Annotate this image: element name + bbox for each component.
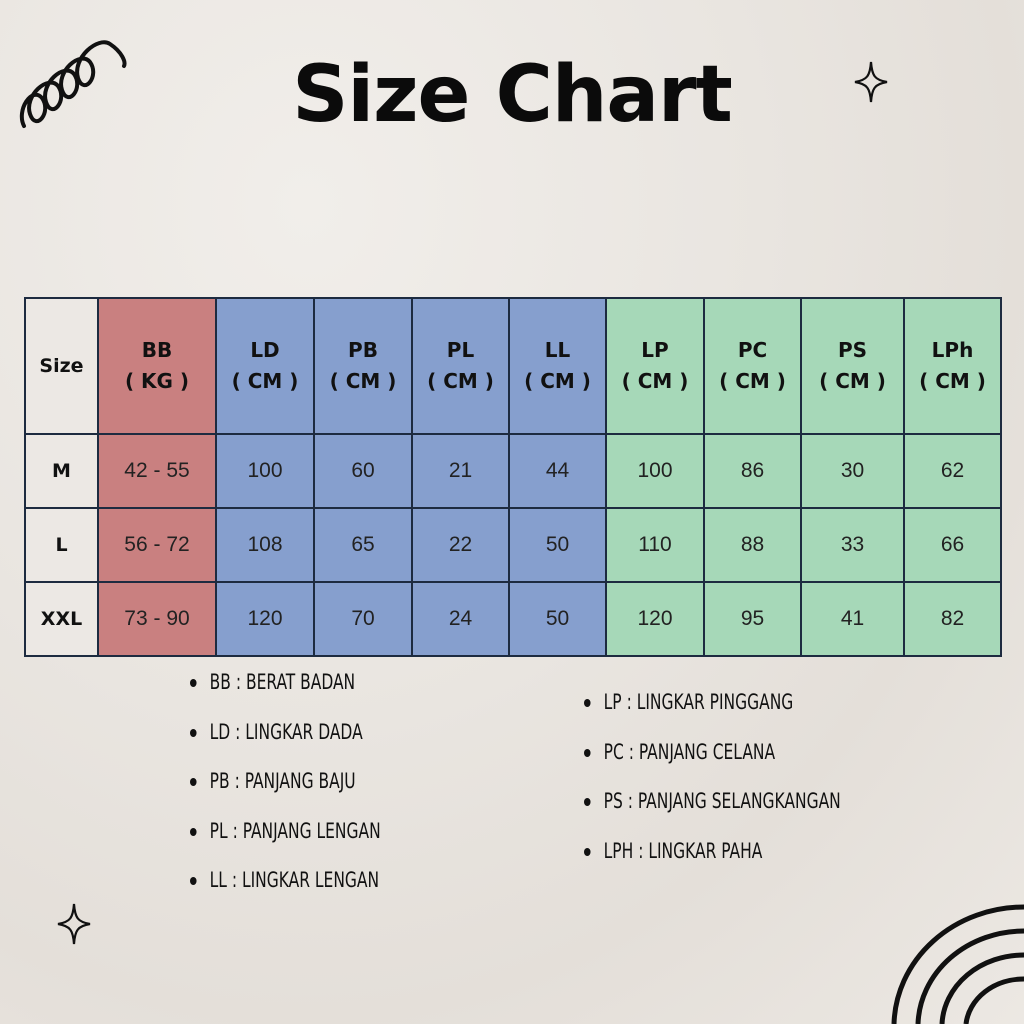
column-unit: ( KG )	[124, 369, 190, 393]
column-unit: ( CM )	[819, 369, 886, 393]
column-header: LPh ( CM )	[903, 297, 1002, 435]
table-cell: 33	[800, 507, 905, 583]
column-header: Size	[24, 297, 99, 435]
table-cell: 100	[605, 433, 705, 509]
column-header: PB ( CM )	[313, 297, 413, 435]
header-row: Size BB ( KG ) LD ( CM ) PB ( CM ) PL ( CM ) LL ( …	[24, 297, 1002, 435]
legend-item: LPH : LINGKAR PAHA	[584, 839, 841, 889]
legend-item: PL : PANJANG LENGAN	[190, 819, 381, 869]
table-row: M 42 - 55 100 60 21 44 100 86 30 62	[24, 433, 1002, 509]
column-unit: ( CM )	[427, 369, 494, 393]
table-cell: 62	[903, 433, 1002, 509]
legend-item: LP : LINGKAR PINGGANG	[584, 690, 841, 740]
table-cell: 50	[508, 507, 607, 583]
squiggle-icon	[20, 40, 127, 128]
table-cell: 42 - 55	[97, 433, 217, 509]
column-unit: ( CM )	[231, 369, 299, 393]
rainbow-arcs-icon	[891, 904, 1024, 1024]
table-cell: 66	[903, 507, 1002, 583]
column-header: LP ( CM )	[605, 297, 705, 435]
column-header: PL ( CM )	[411, 297, 510, 435]
column-label: LPh	[931, 338, 974, 362]
column-label: PS	[837, 338, 868, 362]
size-chart-table: Size BB ( KG ) LD ( CM ) PB ( CM ) PL ( CM ) LL ( …	[24, 297, 1002, 657]
table-cell: 108	[215, 507, 315, 583]
legend-item: PC : PANJANG CELANA	[584, 740, 841, 790]
table-cell: 86	[703, 433, 802, 509]
column-header: LL ( CM )	[508, 297, 607, 435]
table-cell: 120	[215, 581, 315, 657]
size-label: M	[24, 433, 99, 509]
table-cell: 82	[903, 581, 1002, 657]
column-label: PL	[446, 338, 475, 362]
column-label: LL	[544, 338, 571, 362]
table-cell: 120	[605, 581, 705, 657]
table-cell: 21	[411, 433, 510, 509]
table-cell: 30	[800, 433, 905, 509]
size-label: XXL	[24, 581, 99, 657]
column-unit: ( CM )	[621, 369, 689, 393]
table-cell: 100	[215, 433, 315, 509]
sparkle-icon	[57, 903, 91, 945]
table-cell: 110	[605, 507, 705, 583]
column-label: PB	[348, 338, 378, 362]
table-cell: 41	[800, 581, 905, 657]
table-cell: 60	[313, 433, 413, 509]
column-header: BB ( KG )	[97, 297, 217, 435]
column-header: PC ( CM )	[703, 297, 802, 435]
legend-item: BB : BERAT BADAN	[190, 670, 381, 720]
column-header: PS ( CM )	[800, 297, 905, 435]
table-cell: 24	[411, 581, 510, 657]
legend-item: PS : PANJANG SELANGKANGAN	[584, 789, 841, 839]
table-cell: 50	[508, 581, 607, 657]
table-cell: 88	[703, 507, 802, 583]
column-label: PC	[737, 338, 768, 362]
legend-item: LD : LINGKAR DADA	[190, 720, 381, 770]
page-title: Size Chart	[292, 50, 733, 140]
column-label: BB	[141, 338, 173, 362]
legend-right: LP : LINGKAR PINGGANG PC : PANJANG CELANA…	[584, 690, 841, 888]
legend-item: PB : PANJANG BAJU	[190, 769, 381, 819]
table-row: L 56 - 72 108 65 22 50 110 88 33 66	[24, 507, 1002, 583]
table-cell: 95	[703, 581, 802, 657]
size-label: L	[24, 507, 99, 583]
table-cell: 56 - 72	[97, 507, 217, 583]
sparkle-icon	[854, 61, 888, 103]
column-unit: ( CM )	[919, 369, 986, 393]
column-unit: ( CM )	[329, 369, 397, 393]
column-unit: ( CM )	[719, 369, 786, 393]
column-unit: ( CM )	[524, 369, 591, 393]
table-cell: 22	[411, 507, 510, 583]
table-cell: 73 - 90	[97, 581, 217, 657]
legend-left: BB : BERAT BADAN LD : LINGKAR DADA PB : PA…	[190, 670, 381, 918]
table-cell: 44	[508, 433, 607, 509]
table-cell: 65	[313, 507, 413, 583]
column-label: LP	[641, 338, 669, 362]
column-header: LD ( CM )	[215, 297, 315, 435]
table-row: XXL 73 - 90 120 70 24 50 120 95 41 82	[24, 581, 1002, 657]
column-label: Size	[39, 354, 84, 377]
column-label: LD	[250, 338, 280, 362]
table-cell: 70	[313, 581, 413, 657]
legend-item: LL : LINGKAR LENGAN	[190, 868, 381, 918]
